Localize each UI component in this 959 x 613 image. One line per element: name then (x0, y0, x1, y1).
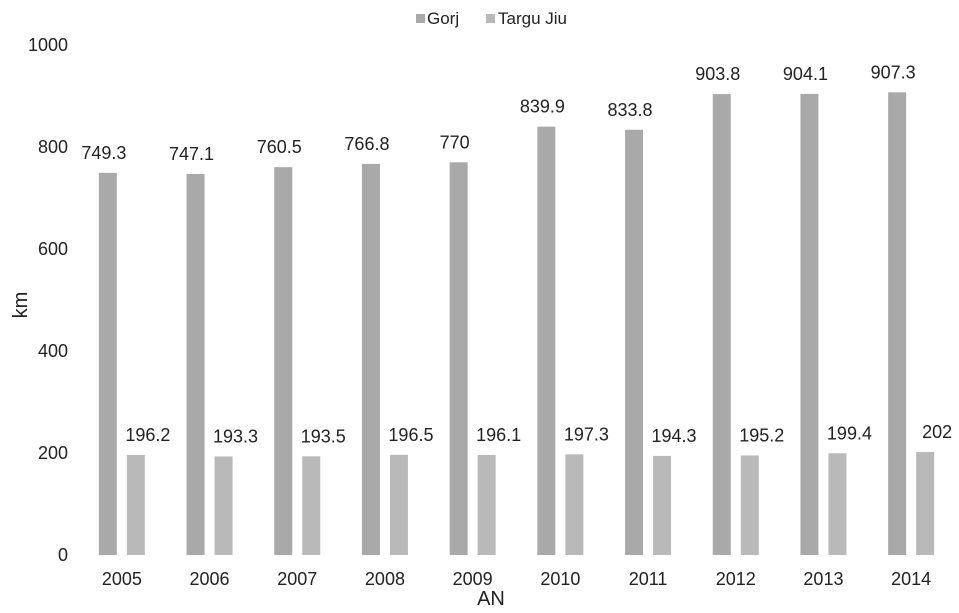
data-label-gorj: 903.8 (695, 64, 740, 84)
x-tick-label: 2005 (102, 569, 142, 589)
bar-gorj (98, 172, 117, 555)
x-tick-label: 2009 (453, 569, 493, 589)
data-label-gorj: 904.1 (783, 64, 828, 84)
y-tick-label: 800 (38, 137, 68, 157)
data-label-gorj: 749.3 (81, 143, 126, 163)
x-tick-label: 2012 (716, 569, 756, 589)
bar-targu-jiu (302, 456, 321, 555)
data-label-gorj: 766.8 (344, 134, 389, 154)
bar-gorj (625, 129, 644, 555)
x-tick-label: 2011 (629, 569, 668, 589)
bar-targu-jiu (740, 455, 759, 555)
bars: 749.3 196.2 747.1 193.3 760.5 193.5 766.8 196.5… (81, 62, 952, 556)
bar-gorj (800, 93, 819, 555)
y-tick-label: 600 (38, 239, 68, 259)
bar-targu-jiu (828, 453, 847, 555)
data-label-gorj: 747.1 (169, 144, 214, 164)
data-label-gorj: 833.8 (608, 100, 653, 120)
data-label-targu-jiu: 199.4 (827, 423, 872, 443)
data-label-targu-jiu: 196.2 (125, 425, 170, 445)
x-tick-label: 2006 (190, 569, 230, 589)
data-label-targu-jiu: 195.2 (739, 425, 784, 445)
legend-label-gorj: Gorj (427, 9, 459, 28)
y-tick-label: 0 (58, 545, 68, 565)
x-axis-title: AN (477, 588, 505, 610)
legend-label-targu-jiu: Targu Jiu (498, 9, 567, 28)
x-tick-label: 2010 (540, 569, 580, 589)
data-label-targu-jiu: 194.3 (652, 426, 697, 446)
y-tick-label: 400 (38, 341, 68, 361)
legend-swatch-targu-jiu (486, 14, 495, 23)
x-tick-label: 2014 (891, 569, 931, 589)
bar-gorj (274, 167, 293, 555)
data-label-gorj: 839.9 (520, 97, 565, 117)
data-label-gorj: 907.3 (871, 62, 916, 82)
data-label-gorj: 770 (440, 132, 470, 152)
bar-gorj (537, 126, 556, 555)
bar-targu-jiu (916, 451, 935, 555)
data-label-targu-jiu: 193.3 (213, 426, 258, 446)
y-axis-title: km (10, 292, 32, 319)
bar-targu-jiu (126, 454, 145, 555)
y-tick-label: 1000 (28, 35, 68, 55)
bar-gorj (712, 94, 731, 555)
x-tick-label: 2013 (803, 569, 843, 589)
legend-swatch-gorj (416, 14, 425, 23)
legend: Gorj Targu Jiu (416, 9, 567, 28)
bar-targu-jiu (389, 454, 408, 555)
data-label-targu-jiu: 202 (922, 422, 952, 442)
bar-targu-jiu (477, 454, 496, 555)
x-tick-label: 2008 (365, 569, 405, 589)
x-axis-ticks: 2005 2006 2007 2008 2009 2010 2011 2012 2013 2014 (102, 569, 931, 589)
bar-targu-jiu (214, 456, 233, 555)
data-label-gorj: 760.5 (257, 137, 302, 157)
y-axis-ticks: 0 200 400 600 800 1000 (28, 35, 68, 565)
data-label-targu-jiu: 196.5 (388, 425, 433, 445)
data-label-targu-jiu: 197.3 (564, 424, 609, 444)
bar-targu-jiu (653, 455, 672, 555)
x-tick-label: 2007 (277, 569, 317, 589)
bar-targu-jiu (565, 454, 584, 555)
bar-gorj (888, 92, 907, 555)
data-label-targu-jiu: 193.5 (301, 426, 346, 446)
bar-gorj (361, 163, 380, 555)
bar-gorj (449, 162, 468, 556)
bar-gorj (186, 173, 205, 555)
y-tick-label: 200 (38, 443, 68, 463)
data-label-targu-jiu: 196.1 (476, 425, 521, 445)
